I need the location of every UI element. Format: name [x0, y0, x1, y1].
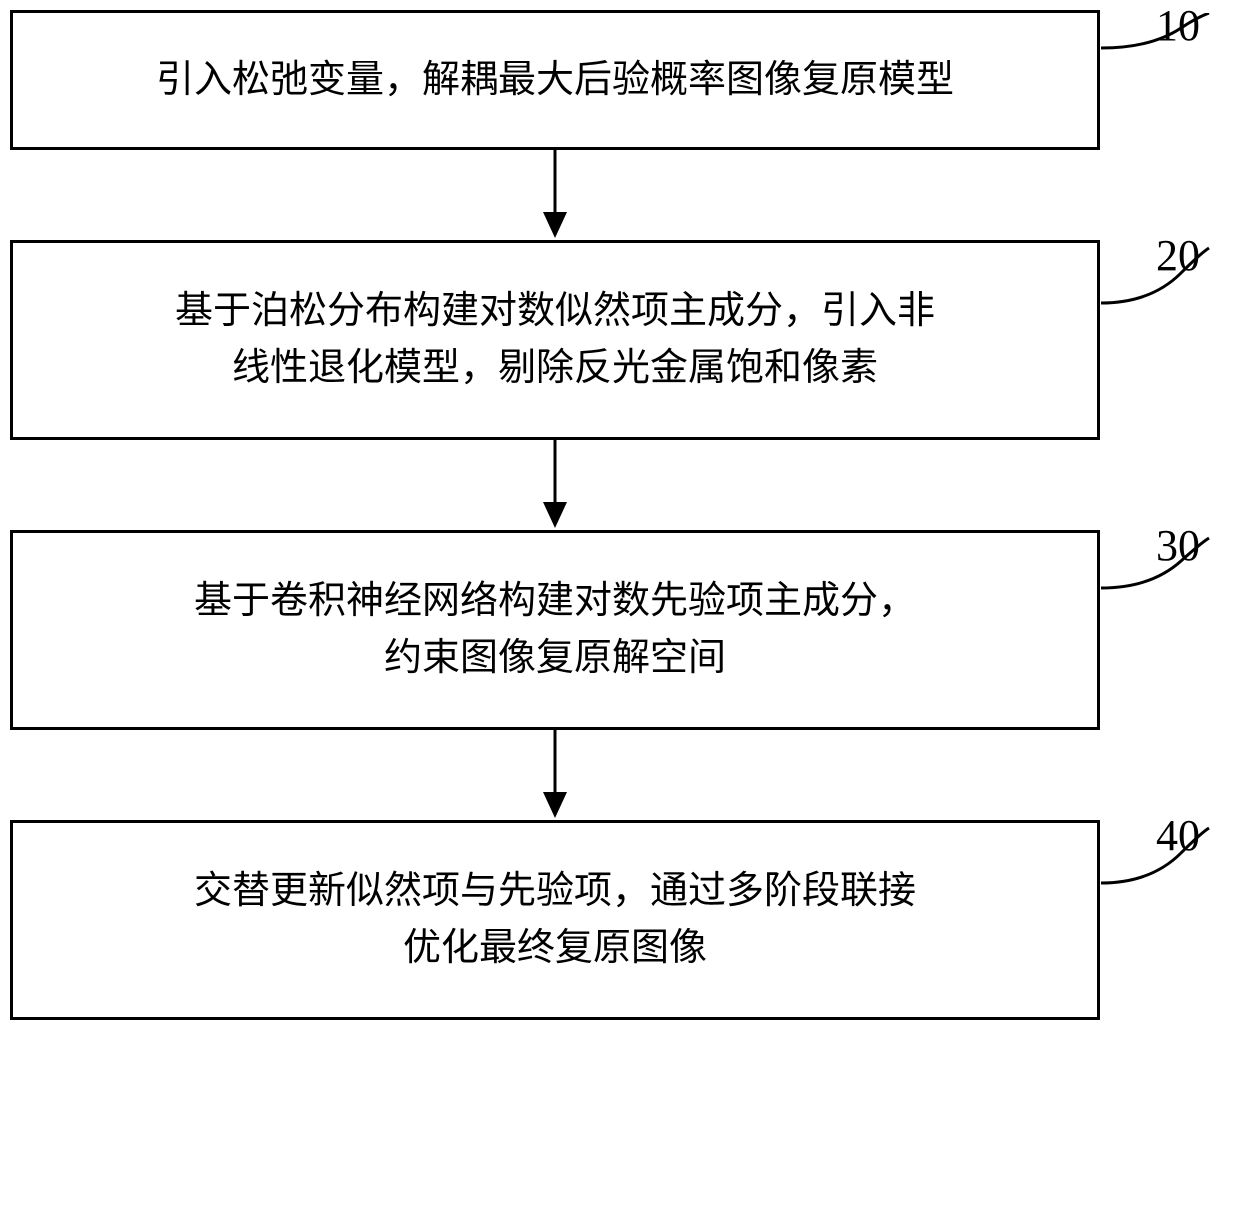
step-label-20: 20 [1156, 230, 1200, 281]
flowchart-container: 引入松弛变量，解耦最大后验概率图像复原模型 10 基于泊松分布构建对数似然项主成… [10, 10, 1230, 1020]
step-row-20: 基于泊松分布构建对数似然项主成分，引入非 线性退化模型，剔除反光金属饱和像素 2… [10, 240, 1230, 440]
step-text-40: 交替更新似然项与先验项，通过多阶段联接 优化最终复原图像 [194, 863, 916, 977]
step-box-40: 交替更新似然项与先验项，通过多阶段联接 优化最终复原图像 [10, 820, 1100, 1020]
step-label-30: 30 [1156, 520, 1200, 571]
step-box-10: 引入松弛变量，解耦最大后验概率图像复原模型 [10, 10, 1100, 150]
step-text-10: 引入松弛变量，解耦最大后验概率图像复原模型 [156, 52, 954, 109]
step-label-10: 10 [1156, 0, 1200, 51]
step-row-40: 交替更新似然项与先验项，通过多阶段联接 优化最终复原图像 40 [10, 820, 1230, 1020]
step-box-20: 基于泊松分布构建对数似然项主成分，引入非 线性退化模型，剔除反光金属饱和像素 [10, 240, 1100, 440]
step-label-40: 40 [1156, 810, 1200, 861]
step-text-20: 基于泊松分布构建对数似然项主成分，引入非 线性退化模型，剔除反光金属饱和像素 [175, 283, 935, 397]
arrow-1 [10, 150, 1100, 240]
step-row-30: 基于卷积神经网络构建对数先验项主成分， 约束图像复原解空间 30 [10, 530, 1230, 730]
step-row-10: 引入松弛变量，解耦最大后验概率图像复原模型 10 [10, 10, 1230, 150]
arrow-3 [10, 730, 1100, 820]
step-text-30: 基于卷积神经网络构建对数先验项主成分， 约束图像复原解空间 [194, 573, 916, 687]
arrow-2 [10, 440, 1100, 530]
step-box-30: 基于卷积神经网络构建对数先验项主成分， 约束图像复原解空间 [10, 530, 1100, 730]
